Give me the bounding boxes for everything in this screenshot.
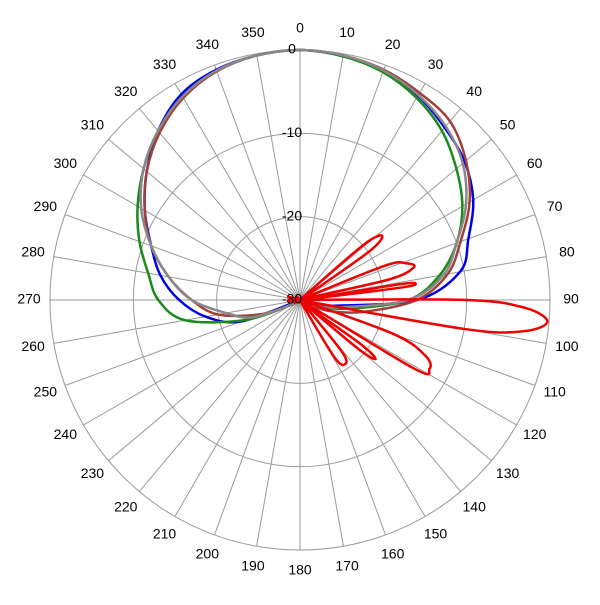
spoke bbox=[53, 256, 301, 301]
spoke bbox=[299, 214, 536, 301]
theta-tick-label: 70 bbox=[547, 198, 563, 214]
theta-tick-label: 10 bbox=[339, 24, 355, 40]
theta-tick-label: 290 bbox=[34, 198, 58, 214]
theta-tick-label: 300 bbox=[54, 155, 78, 171]
theta-tick-label: 60 bbox=[527, 155, 543, 171]
theta-tick-label: 190 bbox=[241, 558, 265, 574]
theta-tick-label: 80 bbox=[559, 244, 575, 260]
r-tick-label: 0 bbox=[288, 41, 296, 57]
spoke bbox=[299, 108, 462, 301]
spoke bbox=[214, 299, 301, 536]
spoke bbox=[108, 138, 301, 301]
grid bbox=[49, 49, 551, 551]
theta-tick-label: 310 bbox=[81, 117, 105, 133]
spoke bbox=[299, 299, 344, 547]
spoke bbox=[138, 108, 301, 301]
theta-tick-label: 200 bbox=[196, 545, 220, 561]
spoke bbox=[256, 53, 301, 301]
r-tick-label: -30 bbox=[282, 291, 302, 307]
theta-tick-label: 260 bbox=[21, 338, 45, 354]
theta-tick-label: 160 bbox=[381, 545, 405, 561]
spoke bbox=[108, 299, 301, 462]
theta-tick-label: 150 bbox=[424, 525, 448, 541]
labels: -30 -20 -10 00 10 20 30 40 50 60 70 80 90 100 110 120 13… bbox=[17, 20, 579, 578]
theta-tick-label: 130 bbox=[496, 465, 520, 481]
theta-tick-label: 120 bbox=[523, 426, 547, 442]
theta-tick-label: 340 bbox=[196, 36, 220, 52]
theta-tick-label: 280 bbox=[21, 244, 45, 260]
spoke bbox=[83, 174, 301, 301]
theta-tick-label: 50 bbox=[500, 117, 516, 133]
theta-tick-label: 350 bbox=[241, 24, 265, 40]
spoke bbox=[299, 299, 386, 536]
theta-tick-label: 210 bbox=[153, 525, 177, 541]
plot-area bbox=[136, 48, 549, 376]
theta-tick-label: 220 bbox=[114, 498, 138, 514]
theta-tick-label: 20 bbox=[385, 36, 401, 52]
theta-tick-label: 0 bbox=[296, 20, 304, 36]
theta-tick-label: 180 bbox=[288, 562, 312, 578]
theta-tick-label: 110 bbox=[543, 383, 566, 399]
theta-tick-label: 100 bbox=[555, 338, 579, 354]
spoke bbox=[83, 299, 301, 426]
theta-tick-label: 250 bbox=[34, 383, 58, 399]
r-tick-label: -20 bbox=[282, 207, 302, 223]
theta-tick-label: 320 bbox=[114, 83, 138, 99]
theta-tick-label: 140 bbox=[463, 498, 487, 514]
theta-tick-label: 30 bbox=[428, 56, 444, 72]
theta-tick-label: 240 bbox=[54, 426, 78, 442]
spoke bbox=[64, 214, 301, 301]
spoke bbox=[53, 299, 301, 344]
spoke bbox=[299, 53, 344, 301]
spoke bbox=[299, 83, 426, 301]
spoke bbox=[256, 299, 301, 547]
spoke bbox=[299, 64, 386, 301]
series-line bbox=[286, 234, 549, 376]
theta-tick-label: 40 bbox=[466, 83, 482, 99]
theta-tick-label: 270 bbox=[17, 291, 41, 307]
spoke bbox=[214, 64, 301, 301]
spoke bbox=[299, 174, 517, 301]
spoke bbox=[174, 299, 301, 517]
theta-tick-label: 170 bbox=[335, 558, 359, 574]
theta-tick-label: 330 bbox=[153, 56, 177, 72]
spoke bbox=[174, 83, 301, 301]
spoke bbox=[138, 299, 301, 492]
theta-tick-label: 230 bbox=[81, 465, 105, 481]
theta-tick-label: 90 bbox=[563, 291, 579, 307]
r-tick-label: -10 bbox=[282, 124, 302, 140]
